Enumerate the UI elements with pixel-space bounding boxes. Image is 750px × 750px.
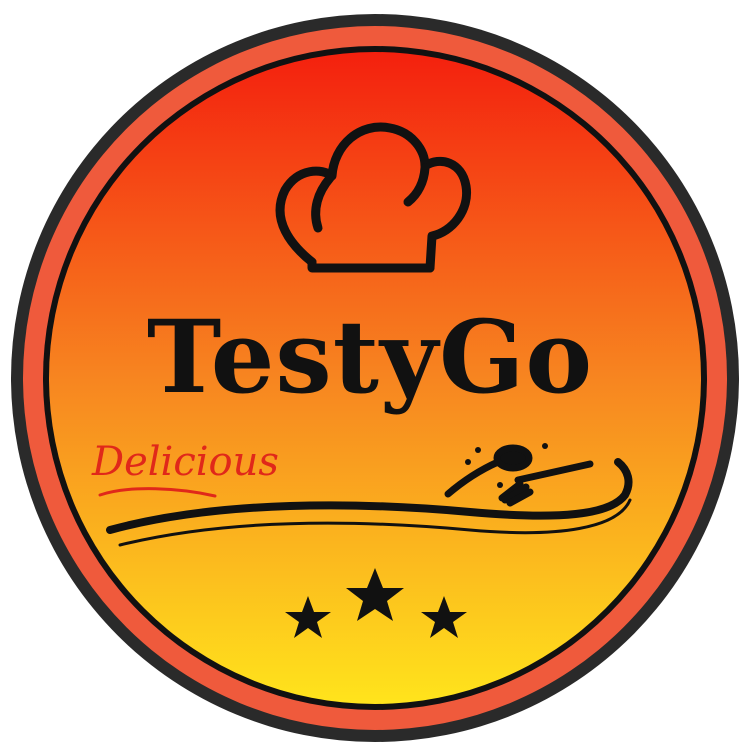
star-icon xyxy=(421,596,467,638)
brand-name: TestyGo xyxy=(147,298,593,416)
star-icon xyxy=(285,596,331,638)
spoon-fork-icon xyxy=(444,443,594,507)
logo-face xyxy=(49,52,701,704)
swoosh-line xyxy=(106,458,633,534)
rating-stars xyxy=(285,568,467,638)
tagline: Delicious xyxy=(91,439,279,485)
swoosh-line-thin xyxy=(118,498,632,547)
chef-hat-icon xyxy=(275,122,472,273)
star-icon xyxy=(346,568,404,621)
tagline-flourish xyxy=(98,487,217,498)
